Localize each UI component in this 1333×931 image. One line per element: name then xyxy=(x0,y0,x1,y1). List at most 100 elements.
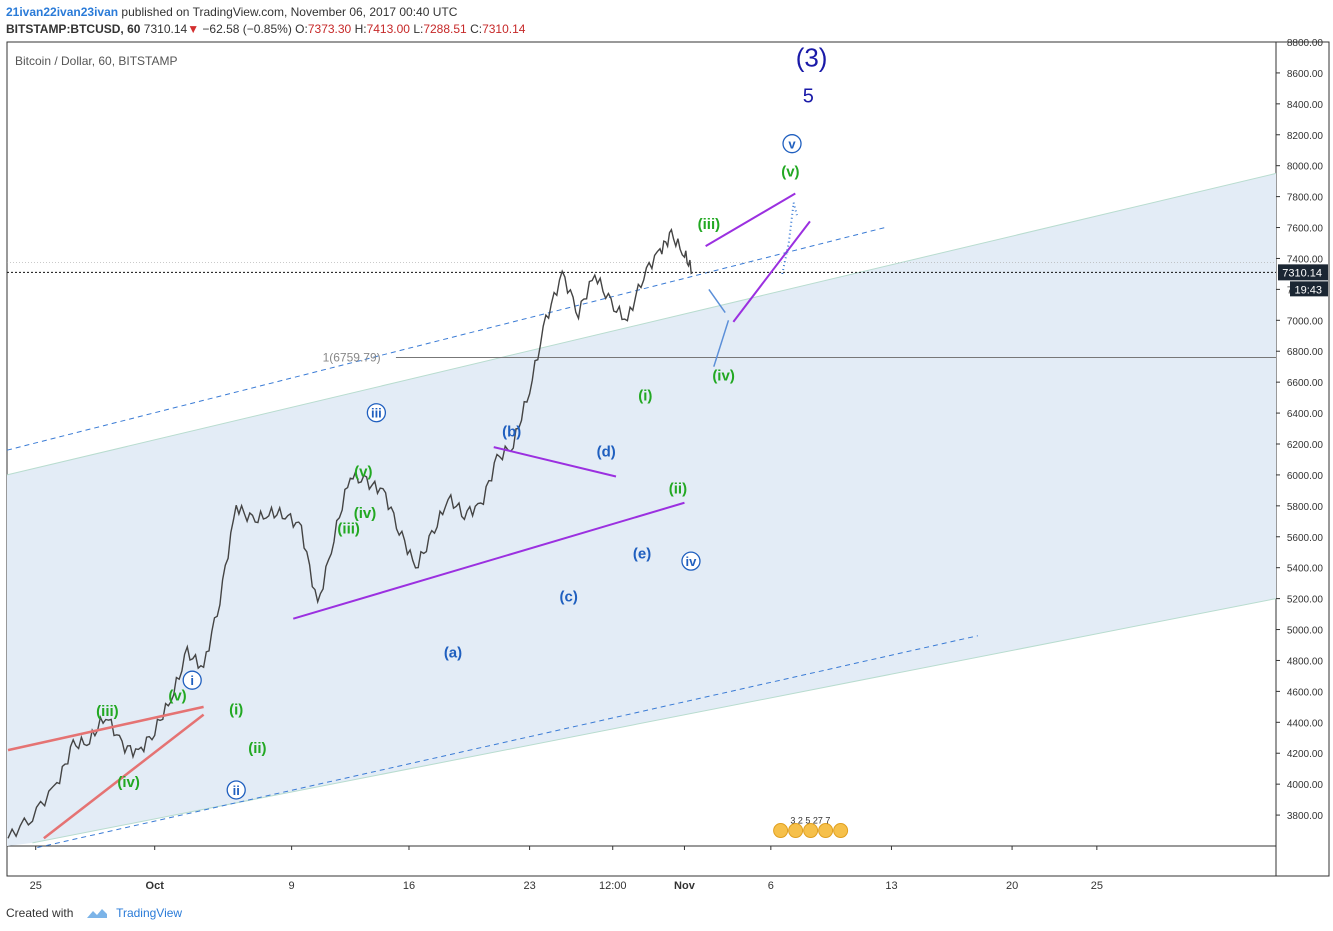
y-tick-label: 6600.00 xyxy=(1287,378,1324,389)
event-flag-icon[interactable] xyxy=(773,823,789,839)
x-tick-label: 6 xyxy=(768,880,774,892)
wave-label-green: (ii) xyxy=(669,480,687,497)
purple-trendline xyxy=(705,192,796,247)
wave-label-green: (iii) xyxy=(337,521,360,538)
y-tick-label: 5000.00 xyxy=(1287,626,1324,637)
y-tick-label: 6800.00 xyxy=(1287,347,1324,358)
wave-label-green: (v) xyxy=(781,164,799,181)
y-tick-label: 6000.00 xyxy=(1287,471,1324,482)
close-value: 7310.14 xyxy=(482,22,526,36)
y-tick-label: 8000.00 xyxy=(1287,162,1324,173)
price-tag-label: 7310.14 xyxy=(1282,267,1322,279)
y-tick-label: 6400.00 xyxy=(1287,409,1324,420)
symbol-label: BITSTAMP:BTCUSD, 60 xyxy=(6,22,141,36)
low-label: L: xyxy=(413,22,424,36)
x-tick-label: 13 xyxy=(885,880,897,892)
x-tick-label: 25 xyxy=(30,880,42,892)
circled-wave-badge xyxy=(226,780,246,800)
y-tick-label: 8400.00 xyxy=(1287,100,1324,111)
event-flag-icon[interactable] xyxy=(788,823,804,839)
wave-label-green: (iv) xyxy=(712,368,735,385)
wedge-line xyxy=(43,713,205,840)
publish-text: published on TradingView.com, November 0… xyxy=(121,5,458,19)
wave-label-green: (iii) xyxy=(698,216,721,233)
countdown-label: 19:43 xyxy=(1294,284,1322,296)
change-arrow-icon: ▼ xyxy=(187,22,200,36)
events-text: 3 2 5 27 7 xyxy=(790,816,830,826)
price-tag-box xyxy=(1278,264,1328,281)
y-tick-label: 7800.00 xyxy=(1287,193,1324,204)
circled-wave-label: i xyxy=(190,673,194,688)
channel-upper-line xyxy=(6,172,1277,476)
circled-wave-badge xyxy=(681,551,701,571)
y-tick-label: 5200.00 xyxy=(1287,595,1324,606)
wave-label-green: (i) xyxy=(638,388,652,405)
circled-wave-label: iii xyxy=(371,406,382,421)
wave-label-blue: (a) xyxy=(444,644,462,661)
wave-5-label: 5 xyxy=(803,85,814,107)
circled-wave-badge xyxy=(182,670,202,690)
x-tick-label: Oct xyxy=(146,880,165,892)
trend-channel xyxy=(7,173,1276,846)
wave-label-green: (i) xyxy=(229,702,243,719)
y-tick-label: 5600.00 xyxy=(1287,533,1324,544)
y-tick-label: 7600.00 xyxy=(1287,224,1324,235)
created-with-text: Created with xyxy=(6,906,74,920)
wave-label-blue: (e) xyxy=(633,545,651,562)
purple-trendline xyxy=(493,446,617,478)
y-tick-label: 5800.00 xyxy=(1287,502,1324,513)
x-tick-label: 20 xyxy=(1006,880,1018,892)
publish-info: 21ivan22ivan23ivan published on TradingV… xyxy=(6,5,457,19)
ohlc-header: BITSTAMP:BTCUSD, 60 7310.14▼ −62.58 (−0.… xyxy=(6,22,525,36)
wave-label-green: (v) xyxy=(354,463,372,480)
economic-events[interactable]: 3 2 5 27 7 xyxy=(773,816,849,839)
event-flag-icon[interactable] xyxy=(833,823,849,839)
circled-wave-label: ii xyxy=(233,783,240,798)
event-flag-icon[interactable] xyxy=(818,823,834,839)
low-value: 7288.51 xyxy=(423,22,467,36)
purple-trendline xyxy=(732,220,811,323)
x-tick-label: 9 xyxy=(289,880,295,892)
tradingview-logo-icon xyxy=(86,908,107,918)
author-link[interactable]: 21ivan22ivan23ivan xyxy=(6,5,119,19)
subwave-line xyxy=(708,288,726,314)
y-tick-label: 7000.00 xyxy=(1287,316,1324,327)
subwave-line xyxy=(713,320,730,367)
footer: Created with TradingView xyxy=(6,906,182,920)
y-tick-label: 8800.00 xyxy=(1287,38,1324,49)
high-label: H: xyxy=(354,22,367,36)
open-value: 7373.30 xyxy=(307,22,352,36)
wave-label-green: (iv) xyxy=(117,774,140,791)
wave-label-blue: (d) xyxy=(597,443,616,460)
y-tick-label: 4000.00 xyxy=(1287,780,1324,791)
circled-wave-label: v xyxy=(788,137,796,152)
lower-dashed-line xyxy=(37,635,978,849)
time-axis-box xyxy=(6,845,1277,877)
x-tick-label: Nov xyxy=(674,880,696,892)
event-flag-icon[interactable] xyxy=(803,823,819,839)
wave-label-blue: (b) xyxy=(502,423,521,440)
x-tick-label: 16 xyxy=(403,880,415,892)
price-axis-box xyxy=(1275,41,1330,877)
tradingview-link[interactable]: TradingView xyxy=(116,906,183,920)
wave-label-green: (ii) xyxy=(248,740,266,757)
wave-label-green: (v) xyxy=(168,688,186,705)
y-tick-label: 4400.00 xyxy=(1287,718,1324,729)
y-tick-label: 5400.00 xyxy=(1287,564,1324,575)
wave-3-label: (3) xyxy=(796,43,828,73)
channel-median-line xyxy=(6,227,886,451)
circled-wave-badge xyxy=(782,134,802,154)
y-tick-label: 8200.00 xyxy=(1287,131,1324,142)
y-tick-label: 4800.00 xyxy=(1287,656,1324,667)
close-label: C: xyxy=(470,22,483,36)
high-value: 7413.00 xyxy=(366,22,410,36)
last-price: 7310.14 xyxy=(143,22,188,36)
wedge-line xyxy=(7,705,204,752)
y-tick-label: 3800.00 xyxy=(1287,811,1324,822)
open-label: O: xyxy=(295,22,308,36)
wave-label-green: (iv) xyxy=(354,505,377,522)
countdown-box xyxy=(1290,281,1328,297)
x-tick-label: 23 xyxy=(523,880,535,892)
x-tick-label: 12:00 xyxy=(599,880,627,892)
